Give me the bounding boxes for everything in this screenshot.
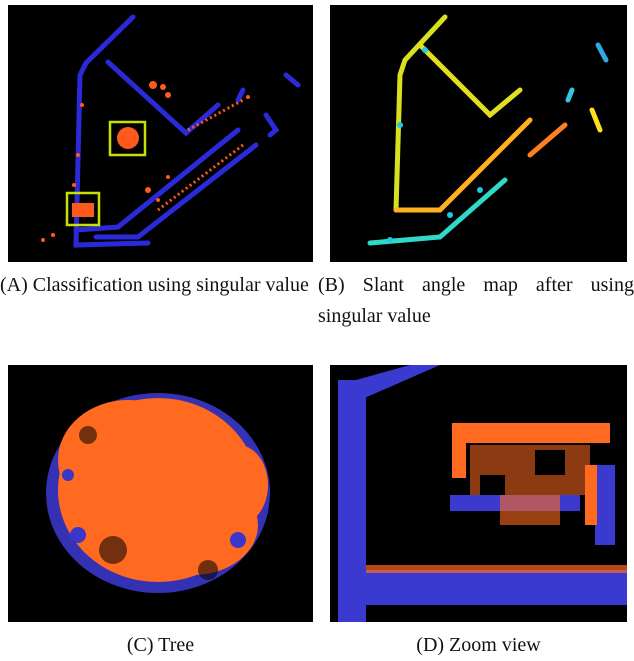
caption-d: (D) Zoom view	[330, 630, 627, 661]
tree-image	[8, 365, 313, 622]
caption-a: (A) Classification using singular value	[0, 270, 316, 301]
zoom-view-image	[330, 365, 627, 622]
classification-image	[8, 5, 313, 262]
figure: {"panels": [ {"caption": "(A) Classifica…	[0, 0, 634, 659]
page: html, body { margin: 0; padding: 0; back…	[0, 0, 634, 659]
slant-angle-image	[330, 5, 627, 262]
caption-b: (B) Slant angle map after using singular…	[318, 270, 634, 332]
caption-c: (C) Tree	[8, 630, 313, 661]
